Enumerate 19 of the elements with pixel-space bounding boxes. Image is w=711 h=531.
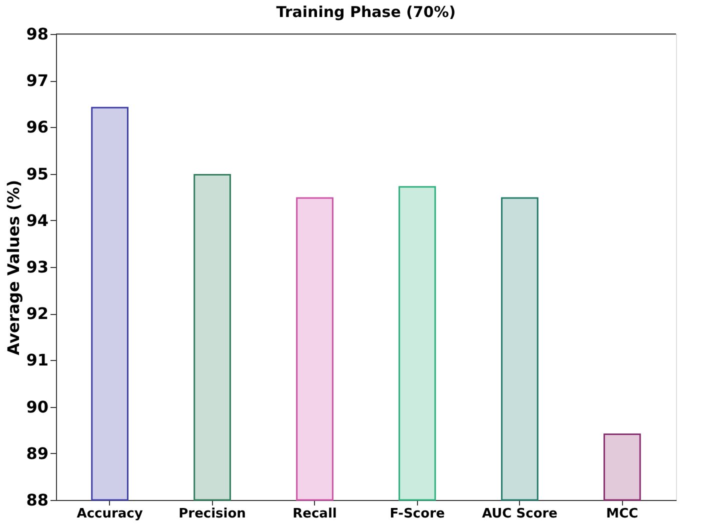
x-tick-label: Precision xyxy=(178,506,246,522)
y-tick-label: 91 xyxy=(26,350,48,370)
y-tick-label: 96 xyxy=(26,118,48,137)
x-tick-label: MCC xyxy=(606,506,638,522)
y-tick-label: 95 xyxy=(26,164,48,184)
x-tick-label: Recall xyxy=(292,506,337,522)
y-tick-label: 97 xyxy=(26,71,48,90)
chart-title: Training Phase (70%) xyxy=(276,3,456,21)
x-tick-label: AUC Score xyxy=(482,506,558,522)
y-tick-label: 88 xyxy=(26,490,48,510)
y-tick-label: 98 xyxy=(26,24,48,44)
y-tick-label: 94 xyxy=(26,210,48,230)
y-axis-title: Average Values (%) xyxy=(4,180,24,356)
y-tick-label: 92 xyxy=(26,304,48,324)
y-tick-label: 93 xyxy=(26,258,48,276)
y-tick-label: 90 xyxy=(26,397,48,416)
y-tick-label: 89 xyxy=(26,444,48,463)
x-tick-label: F-Score xyxy=(390,506,445,522)
x-tick-label: Accuracy xyxy=(76,506,144,522)
